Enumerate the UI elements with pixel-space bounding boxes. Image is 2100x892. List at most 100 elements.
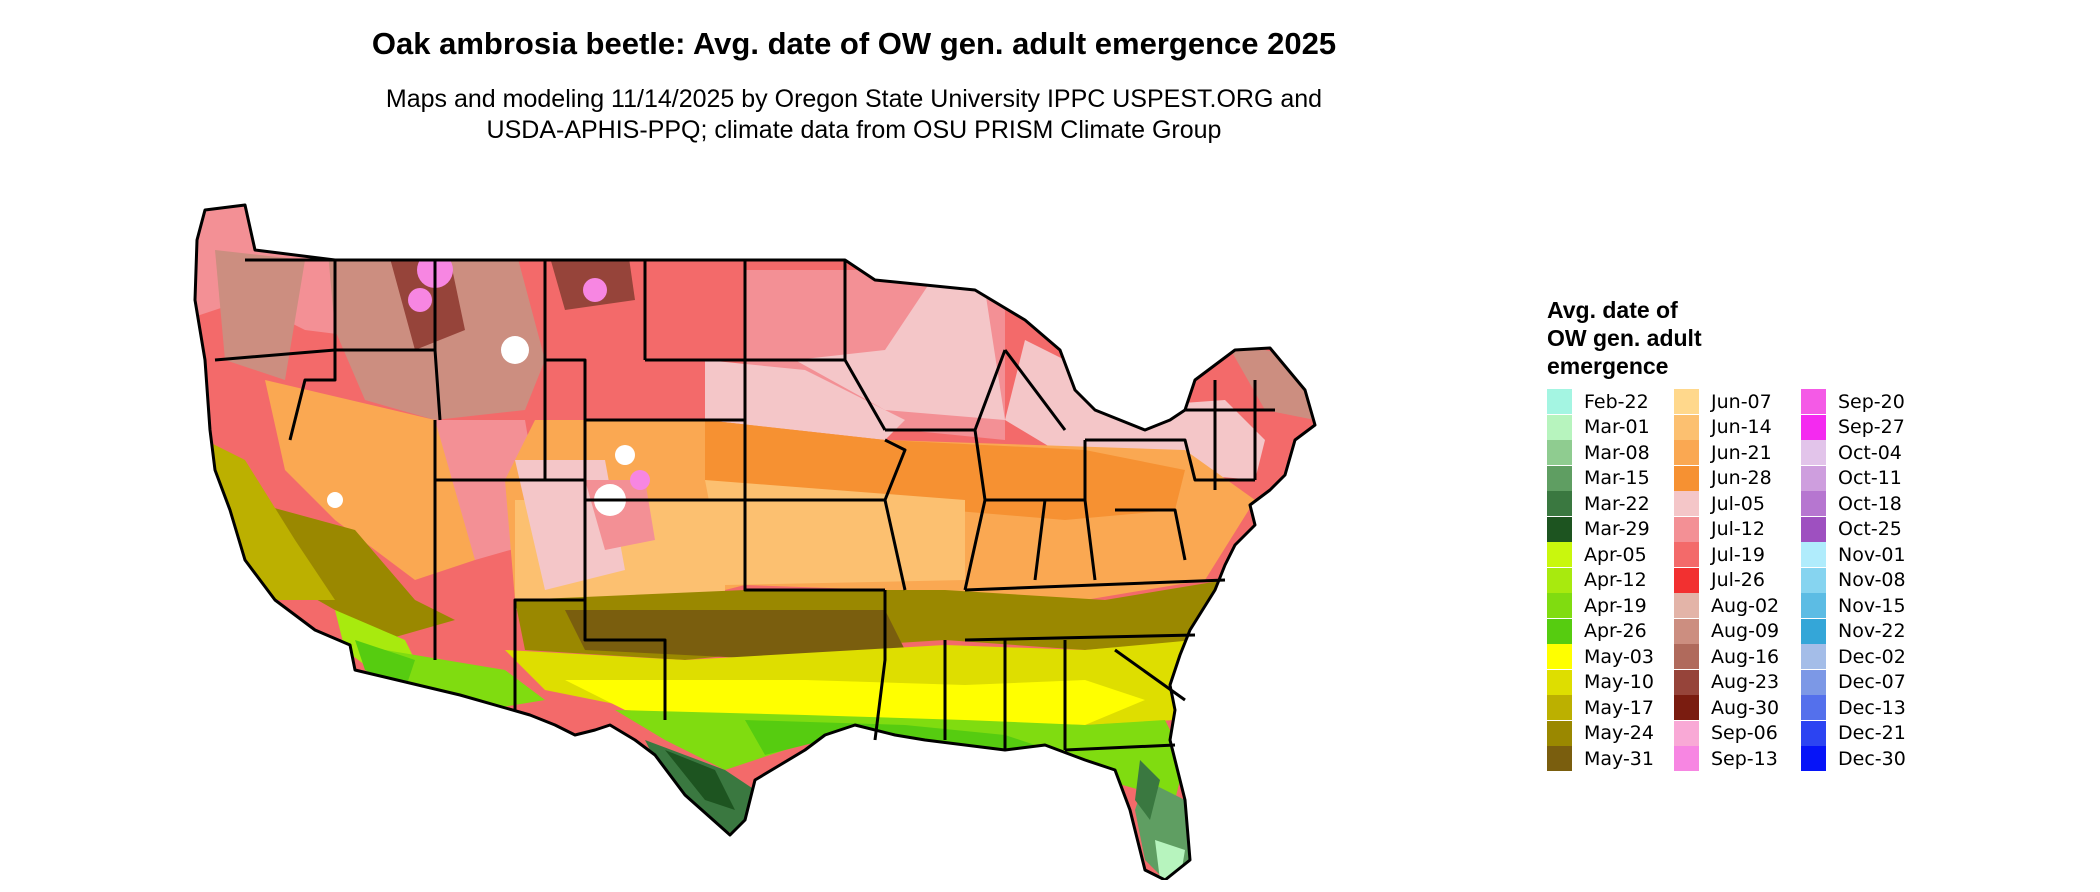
legend-swatch [1801,414,1826,440]
legend-swatch [1674,746,1699,771]
legend-swatch [1674,389,1699,414]
legend-label: Nov-22 [1838,620,1906,642]
legend-item: Dec-30 [1801,746,1906,771]
legend-item: May-31 [1547,746,1654,771]
legend-swatch [1547,491,1572,516]
legend-label: Nov-01 [1838,543,1906,566]
legend-swatch [1547,389,1572,414]
legend-item: Mar-01 [1547,414,1650,440]
legend-label: Mar-08 [1584,441,1650,464]
legend-item: Nov-01 [1801,542,1906,567]
map-subtitle: Maps and modeling 11/14/2025 by Oregon S… [0,84,1708,146]
legend-item: Oct-18 [1801,491,1902,516]
legend-label: Jul-19 [1711,543,1765,566]
legend-label: May-03 [1584,645,1654,668]
legend-item: Sep-27 [1801,414,1905,440]
legend-item: Jul-26 [1674,567,1765,593]
legend-label: Dec-21 [1838,722,1906,744]
legend-label: Aug-02 [1711,594,1780,617]
legend-label: Jun-21 [1711,441,1772,464]
legend-item: Mar-29 [1547,516,1650,542]
legend-label: Dec-30 [1838,747,1906,770]
legend-swatch [1547,414,1572,440]
legend-item: May-03 [1547,644,1654,669]
legend-item: Apr-26 [1547,618,1647,644]
legend-item: Mar-22 [1547,491,1650,516]
legend-swatch [1801,542,1826,567]
legend-swatch [1547,746,1572,771]
legend-item: Nov-08 [1801,567,1906,593]
legend-item: Jul-19 [1674,542,1765,567]
legend-swatch [1674,593,1699,618]
legend-item: Aug-02 [1674,593,1779,618]
legend-label: Oct-04 [1838,441,1902,464]
legend-swatch [1801,720,1826,746]
legend-item: Sep-13 [1674,746,1778,771]
legend-swatch [1801,440,1826,465]
legend-item: May-17 [1547,695,1654,720]
legend-label: Mar-01 [1584,416,1650,438]
legend-swatch [1674,440,1699,465]
legend-label: Aug-16 [1711,645,1780,668]
legend-label: Mar-29 [1584,518,1650,540]
legend-swatch [1801,516,1826,542]
legend-item: May-10 [1547,669,1654,695]
legend-swatch [1547,695,1572,720]
legend-item: May-24 [1547,720,1654,746]
legend-item: Apr-19 [1547,593,1647,618]
legend-label: Apr-19 [1584,594,1647,617]
legend-item: Dec-02 [1801,644,1906,669]
legend-label: Sep-20 [1838,390,1905,413]
legend-label: Jul-26 [1711,569,1765,591]
legend-label: Jun-07 [1711,390,1772,413]
legend-label: Aug-30 [1711,696,1780,719]
legend-swatch [1801,695,1826,720]
legend-swatch [1674,695,1699,720]
legend-swatch [1547,465,1572,491]
legend-swatch [1801,746,1826,771]
legend-swatch [1674,491,1699,516]
legend-swatch [1801,491,1826,516]
legend-label: Oct-18 [1838,492,1902,515]
legend-swatch [1674,465,1699,491]
legend-swatch [1801,593,1826,618]
legend-swatch [1547,567,1572,593]
legend-swatch [1674,567,1699,593]
legend-label: Jun-14 [1711,416,1772,438]
legend-item: Feb-22 [1547,389,1649,414]
legend-item: Oct-11 [1801,465,1902,491]
legend-item: Mar-15 [1547,465,1650,491]
legend-label: Dec-07 [1838,671,1906,693]
legend-swatch [1674,669,1699,695]
state-boundaries [193,203,1317,880]
emergence-color-bands [195,205,1315,880]
legend-swatch [1801,618,1826,644]
legend-swatch [1801,644,1826,669]
legend-label: May-31 [1584,747,1654,770]
legend-swatch [1801,465,1826,491]
legend-item: Dec-07 [1801,669,1906,695]
map-title: Oak ambrosia beetle: Avg. date of OW gen… [371,26,1337,61]
legend-label: Apr-05 [1584,543,1647,566]
legend-item: Jun-28 [1674,465,1772,491]
legend-label: Oct-11 [1838,467,1902,489]
legend-item: Jun-21 [1674,440,1772,465]
legend-title: Avg. date of OW gen. adult emergence [1547,297,1702,379]
legend-label: Sep-06 [1711,722,1778,744]
legend-label: Jul-05 [1711,492,1765,515]
legend-label: Jul-12 [1711,518,1765,540]
legend-item: Aug-16 [1674,644,1779,669]
legend-item: Jun-07 [1674,389,1772,414]
legend-swatch [1801,389,1826,414]
legend-item: Jul-12 [1674,516,1765,542]
legend-swatch [1801,567,1826,593]
legend-item: Aug-23 [1674,669,1779,695]
legend-swatch [1547,440,1572,465]
legend-label: Mar-15 [1584,467,1650,489]
legend-label: Mar-22 [1584,492,1650,515]
legend-item: Mar-08 [1547,440,1650,465]
legend-label: Nov-15 [1838,594,1906,617]
legend-item: Dec-21 [1801,720,1906,746]
legend-item: Nov-15 [1801,593,1906,618]
legend-label: Sep-13 [1711,747,1778,770]
